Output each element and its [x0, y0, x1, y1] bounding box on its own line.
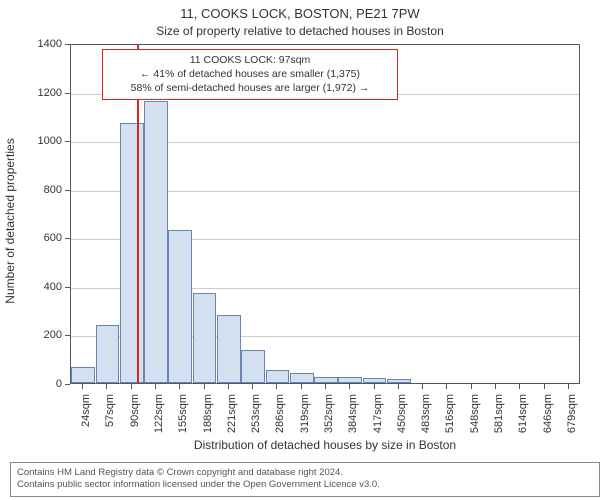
annotation-line: 11 COOKS LOCK: 97sqm — [111, 53, 389, 67]
ytick-label: 200 — [30, 329, 62, 341]
xtick-mark — [544, 384, 545, 389]
ytick-mark — [65, 93, 70, 94]
ytick-label: 800 — [30, 184, 62, 196]
xtick-mark — [155, 384, 156, 389]
ytick-mark — [65, 238, 70, 239]
annotation-line: 58% of semi-detached houses are larger (… — [111, 81, 389, 95]
ytick-mark — [65, 384, 70, 385]
ytick-mark — [65, 190, 70, 191]
xtick-mark — [374, 384, 375, 389]
histogram-bar — [96, 325, 120, 383]
xtick-mark — [519, 384, 520, 389]
xtick-mark — [131, 384, 132, 389]
histogram-bar — [338, 377, 362, 383]
ytick-mark — [65, 44, 70, 45]
histogram-bar — [314, 377, 338, 383]
histogram-bar — [193, 293, 217, 383]
xtick-mark — [568, 384, 569, 389]
xtick-mark — [179, 384, 180, 389]
histogram-bar — [387, 379, 411, 383]
xtick-mark — [204, 384, 205, 389]
ytick-label: 1000 — [30, 135, 62, 147]
histogram-bar — [290, 373, 314, 383]
x-axis-label: Distribution of detached houses by size … — [70, 438, 580, 452]
chart-title-main: 11, COOKS LOCK, BOSTON, PE21 7PW — [0, 6, 600, 21]
footer-line: Contains public sector information licen… — [17, 479, 593, 491]
ytick-mark — [65, 287, 70, 288]
histogram-bar — [217, 315, 241, 383]
xtick-mark — [106, 384, 107, 389]
footer-box: Contains HM Land Registry data © Crown c… — [10, 462, 600, 497]
xtick-mark — [446, 384, 447, 389]
histogram-bar — [266, 370, 290, 383]
chart-title-sub: Size of property relative to detached ho… — [0, 24, 600, 38]
chart-container: 11, COOKS LOCK, BOSTON, PE21 7PW Size of… — [0, 0, 600, 500]
ytick-mark — [65, 141, 70, 142]
annotation-box: 11 COOKS LOCK: 97sqm← 41% of detached ho… — [102, 49, 398, 100]
ytick-label: 1200 — [30, 87, 62, 99]
ytick-label: 600 — [30, 232, 62, 244]
xtick-mark — [82, 384, 83, 389]
ytick-mark — [65, 335, 70, 336]
xtick-mark — [398, 384, 399, 389]
ytick-label: 400 — [30, 281, 62, 293]
histogram-bar — [71, 367, 95, 383]
xtick-mark — [471, 384, 472, 389]
xtick-mark — [228, 384, 229, 389]
ytick-label: 0 — [30, 378, 62, 390]
xtick-mark — [252, 384, 253, 389]
histogram-bar — [241, 350, 265, 383]
histogram-bar — [120, 123, 144, 383]
xtick-mark — [349, 384, 350, 389]
histogram-bar — [168, 230, 192, 383]
histogram-bar — [144, 101, 168, 383]
xtick-mark — [301, 384, 302, 389]
xtick-mark — [276, 384, 277, 389]
ytick-label: 1400 — [30, 38, 62, 50]
annotation-line: ← 41% of detached houses are smaller (1,… — [111, 67, 389, 81]
footer-line: Contains HM Land Registry data © Crown c… — [17, 467, 593, 479]
xtick-mark — [325, 384, 326, 389]
xtick-mark — [495, 384, 496, 389]
histogram-bar — [363, 378, 387, 383]
xtick-mark — [422, 384, 423, 389]
